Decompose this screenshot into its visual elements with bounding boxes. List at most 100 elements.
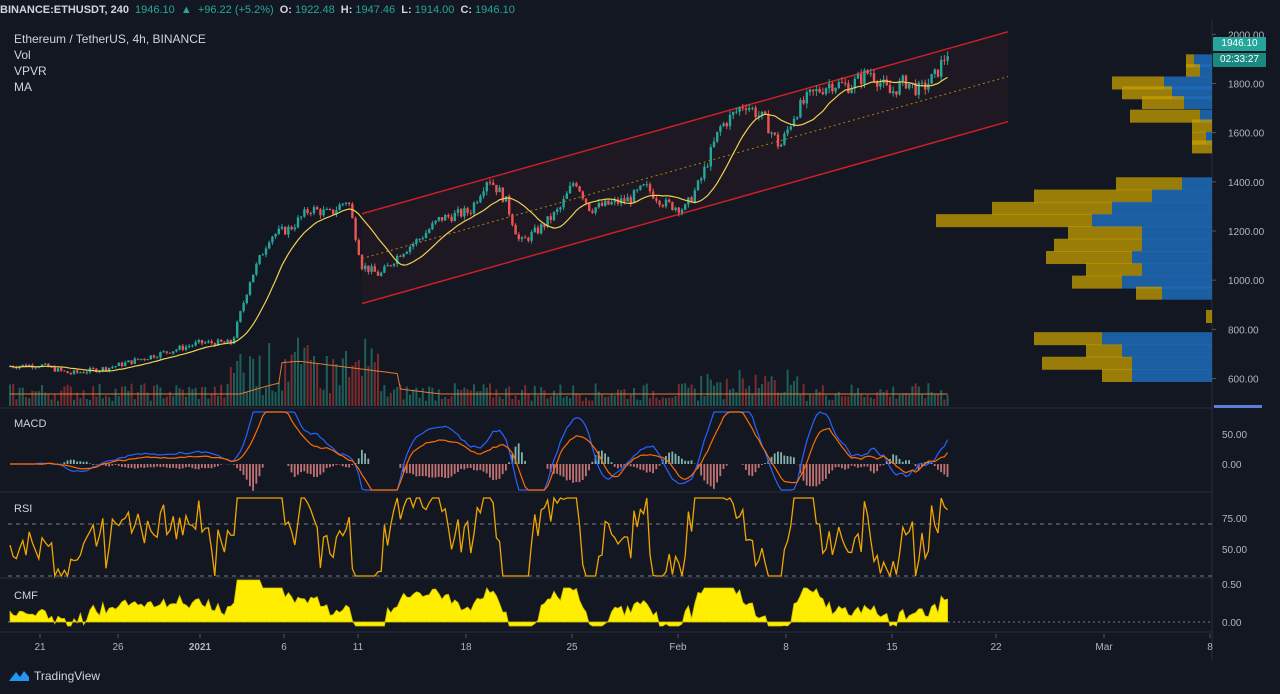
macd-label[interactable]: MACD [14, 418, 47, 430]
macd-histogram-bar [588, 464, 590, 471]
candle-body [364, 265, 367, 270]
macd-histogram-bar [786, 456, 789, 464]
volume-bar [937, 394, 939, 406]
volume-bar [73, 399, 75, 406]
macd-histogram-bar [757, 464, 760, 468]
volume-bar [482, 384, 485, 406]
vpvr-up-bar [1162, 286, 1212, 300]
candle-body [156, 357, 159, 359]
vpvr-up-bar [1102, 332, 1212, 346]
legend-ma[interactable]: MA [14, 80, 32, 94]
macd-histogram-bar [908, 460, 910, 464]
macd-histogram-bar [405, 464, 408, 474]
candle-body [434, 220, 437, 224]
volume-ma-line [10, 360, 948, 395]
x-tick-label: 25 [566, 642, 578, 653]
volume-bar [325, 356, 328, 406]
price-tick-label: 1400.00 [1228, 178, 1265, 189]
volume-bar [169, 391, 171, 406]
macd-histogram-bar [812, 464, 814, 487]
chart-canvas[interactable]: 2000.00 1800.00 1600.00 1400.00 1200.00 1000.… [0, 20, 1280, 660]
tradingview-logo[interactable]: TradingView [8, 666, 100, 686]
volume-bar [18, 387, 21, 406]
macd-histogram-bar [809, 464, 811, 487]
candle-body [56, 368, 60, 372]
macd-histogram-bar [745, 464, 747, 470]
volume-bar [549, 396, 552, 406]
volume-bar [735, 392, 738, 406]
volume-bar [828, 399, 831, 406]
volume-bar [556, 395, 559, 406]
candle-body [623, 198, 626, 202]
volume-bar [306, 345, 309, 406]
candle-body [367, 265, 370, 272]
candle-body [786, 129, 789, 134]
volume-bar [386, 396, 389, 406]
macd-histogram-bar [524, 460, 526, 464]
volume-bar [677, 384, 680, 406]
candle-body [108, 367, 111, 371]
candle-body [527, 237, 530, 241]
macd-histogram-bar [402, 464, 405, 473]
candle-body [812, 89, 815, 92]
macd-histogram-bar [146, 464, 149, 468]
candle-body [412, 243, 415, 247]
vpvr-up-bar [1184, 96, 1212, 110]
candle-body [668, 199, 671, 203]
candle-body [159, 352, 162, 358]
volume-bar [261, 394, 264, 406]
candle-body [696, 180, 700, 191]
candle-body [124, 362, 127, 367]
volume-bar [527, 393, 530, 406]
vpvr-down-bar [1112, 76, 1164, 90]
volume-bar [530, 400, 533, 406]
candle-body [677, 207, 680, 213]
tradingview-name: TradingView [34, 669, 101, 683]
macd-histogram-bar [201, 464, 203, 468]
candle-body [690, 197, 693, 202]
candle-body [293, 227, 296, 230]
macd-histogram-bar [293, 464, 296, 477]
volume-bar [220, 384, 223, 406]
chart-title[interactable]: Ethereum / TetherUS, 4h, BINANCE [14, 32, 206, 46]
macd-histogram-bar [92, 464, 94, 465]
macd-histogram-bar [492, 464, 494, 481]
candle-body [469, 212, 472, 214]
volume-bar [453, 383, 456, 406]
macd-histogram-bar [261, 464, 264, 468]
macd-histogram-bar [313, 464, 315, 477]
cmf-label[interactable]: CMF [14, 590, 38, 602]
up-arrow-icon: ▲ [180, 4, 192, 16]
candle-body [328, 208, 332, 210]
candle-body [888, 85, 892, 94]
candle-body [380, 272, 383, 276]
volume-bar [95, 396, 98, 406]
volume-bar [172, 396, 175, 406]
volume-bar [917, 386, 920, 406]
candle-body [908, 83, 911, 89]
candle-body [716, 131, 719, 142]
macd-histogram-bar [805, 464, 808, 486]
volume-bar [901, 393, 904, 406]
volume-bar [466, 389, 469, 406]
legend-vol[interactable]: Vol [14, 48, 31, 62]
candle-body [645, 184, 648, 186]
candle-body [207, 341, 210, 343]
vpvr-up-bar [1132, 356, 1212, 370]
macd-histogram-bar [444, 464, 446, 478]
symbol-label[interactable]: BINANCE:ETHUSDT, 240 [0, 4, 129, 16]
vpvr-down-bar [936, 214, 1092, 228]
volume-bar [665, 398, 667, 406]
price-tick-label: 1800.00 [1228, 79, 1265, 90]
macd-histogram-bar [418, 464, 421, 477]
volume-bar [914, 383, 917, 406]
macd-histogram-bar [76, 461, 78, 464]
rsi-label[interactable]: RSI [14, 503, 33, 515]
candle-body [504, 196, 508, 202]
candle-body [556, 209, 559, 212]
volume-bar [85, 399, 88, 406]
candle-body [316, 207, 319, 210]
macd-histogram-bar [476, 464, 478, 471]
legend-vpvr[interactable]: VPVR [14, 64, 47, 78]
macd-histogram-bar [604, 453, 606, 464]
